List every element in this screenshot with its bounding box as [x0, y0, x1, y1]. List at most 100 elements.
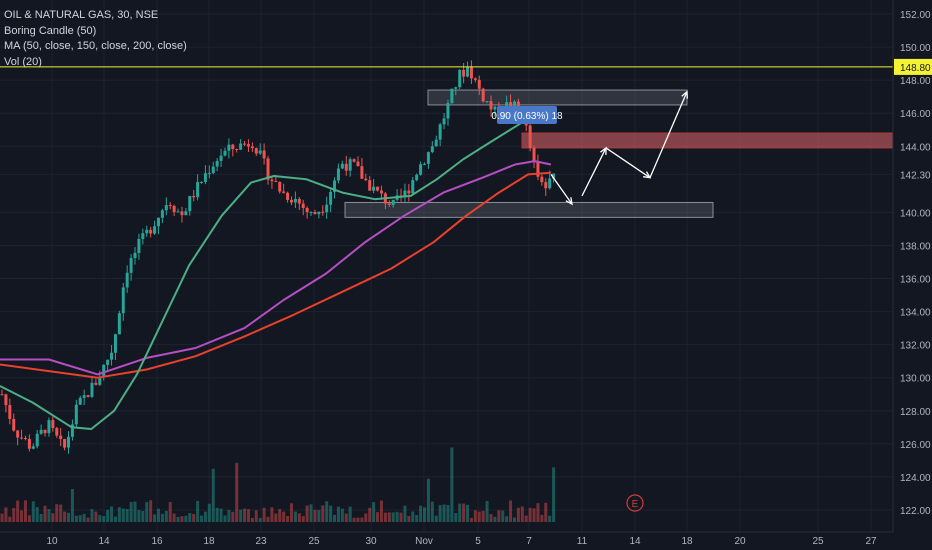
- candle-body: [133, 252, 137, 258]
- volume-bar: [98, 515, 102, 522]
- candle-body: [219, 155, 223, 161]
- overlays: 0.90 (0.63%) 18 E: [0, 66, 893, 512]
- volume-bar: [223, 515, 227, 522]
- zone-grey-0[interactable]: [427, 89, 688, 106]
- volume-bar: [164, 510, 168, 522]
- time-tick-label: 16: [151, 536, 163, 547]
- volume-bar: [442, 504, 446, 522]
- volume-bar: [59, 504, 63, 522]
- volume-bar: [348, 506, 352, 522]
- candle-body: [305, 208, 309, 213]
- volume-bar: [528, 507, 532, 522]
- volume-bar: [4, 507, 8, 522]
- projection-arrows[interactable]: [550, 90, 688, 206]
- candle-body: [243, 143, 247, 145]
- legend-indicator-vol[interactable]: Vol (20): [4, 55, 42, 68]
- volume-bar: [395, 511, 399, 522]
- volume-bar: [156, 508, 160, 522]
- volume-bar: [540, 514, 544, 522]
- arrow-seg-3[interactable]: [605, 147, 651, 179]
- volume-bar: [203, 511, 207, 522]
- candle-body: [223, 150, 227, 156]
- candle-body: [442, 118, 446, 125]
- volume-bar: [121, 508, 125, 522]
- arrow-seg-4-head[interactable]: [681, 90, 688, 99]
- volume-bar: [458, 503, 462, 522]
- arrow-down-1[interactable]: [550, 173, 573, 205]
- volume-bar: [266, 516, 270, 522]
- candle-body: [489, 101, 493, 110]
- candle-body: [153, 226, 157, 234]
- candle-body: [184, 211, 188, 216]
- volume-bar: [94, 511, 98, 522]
- volume-bar: [149, 500, 153, 522]
- volume-bar: [63, 511, 67, 522]
- volume-bar: [317, 510, 321, 522]
- candle-body: [544, 182, 548, 189]
- volume-bar: [20, 510, 24, 522]
- volume-bar: [0, 513, 4, 522]
- arrow-down-1-head[interactable]: [565, 197, 573, 206]
- candle-body: [477, 79, 481, 89]
- volume-bar: [227, 509, 231, 522]
- volume-bar: [340, 508, 344, 522]
- candle-body: [289, 199, 293, 203]
- candle-body: [90, 382, 94, 397]
- volume-bar: [450, 447, 454, 522]
- volume-bar: [219, 508, 223, 522]
- volume-bar: [254, 510, 258, 522]
- price-tick-label: 122.00: [900, 506, 931, 517]
- volume-bar: [411, 511, 415, 522]
- legend-symbol[interactable]: OIL & NATURAL GAS, 30, NSE: [4, 9, 159, 21]
- zone-grey-2[interactable]: [344, 201, 714, 218]
- price-tick-label: 142.30: [900, 170, 931, 181]
- candle-body: [246, 144, 250, 147]
- candle-body: [160, 210, 164, 218]
- volume-bar: [364, 513, 368, 522]
- volume-bar: [27, 515, 31, 522]
- candle-body: [8, 405, 12, 419]
- volume-bar: [125, 509, 129, 522]
- volume-bar: [548, 515, 552, 522]
- time-tick-label: 30: [365, 536, 377, 547]
- volume-bar: [168, 501, 172, 522]
- earnings-marker[interactable]: E: [632, 499, 639, 510]
- candle-body: [270, 179, 274, 182]
- candle-body: [55, 428, 59, 436]
- last-price-label: 148.80: [900, 63, 931, 74]
- volume-bar: [372, 502, 376, 522]
- candle-body: [86, 395, 90, 397]
- volume-bars: [0, 447, 556, 522]
- candle-body: [458, 69, 462, 88]
- candle-body: [309, 212, 313, 214]
- candle-body: [379, 190, 383, 194]
- volume-bar: [235, 462, 239, 522]
- legend-indicator-ma[interactable]: MA (50, close, 150, close, 200, close): [4, 40, 187, 52]
- volume-bar: [180, 516, 184, 522]
- volume-bar: [90, 509, 94, 522]
- volume-bar: [129, 502, 133, 522]
- candle-body: [266, 158, 270, 180]
- arrow-seg-4[interactable]: [649, 91, 688, 178]
- volume-bar: [211, 468, 215, 522]
- legend-indicator-boring-candle[interactable]: Boring Candle (50): [4, 24, 97, 37]
- volume-bar: [16, 500, 20, 522]
- volume-bar: [176, 516, 180, 522]
- volume-bar: [297, 513, 301, 522]
- volume-bar: [462, 503, 466, 522]
- arrow-seg-2[interactable]: [581, 147, 607, 197]
- price-zones[interactable]: [344, 89, 894, 218]
- candle-body: [82, 395, 86, 398]
- candle-body: [258, 150, 262, 154]
- ma50-line: [0, 115, 532, 430]
- zone-red-1[interactable]: [521, 132, 894, 149]
- volume-bar: [258, 517, 262, 522]
- chart-legend: OIL & NATURAL GAS, 30, NSE Boring Candle…: [4, 8, 187, 70]
- volume-bar: [422, 507, 426, 522]
- candle-body: [297, 198, 301, 204]
- earnings-marker-circle[interactable]: [626, 494, 644, 512]
- candle-body: [227, 144, 231, 151]
- volume-bar: [321, 505, 325, 522]
- volume-bar: [51, 513, 55, 522]
